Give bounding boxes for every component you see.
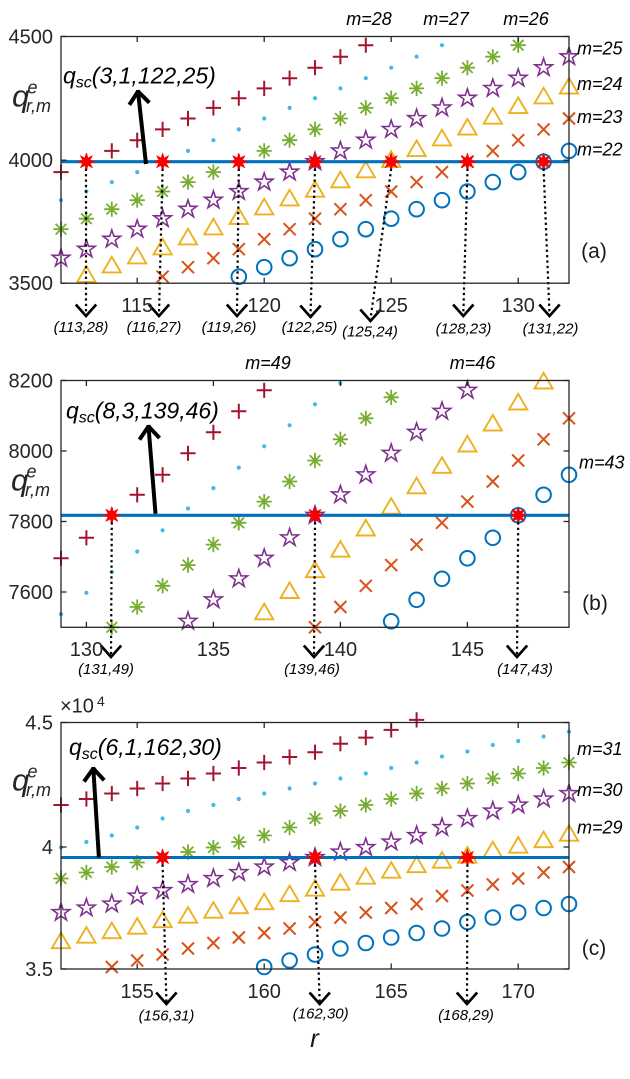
svg-text:(139,46): (139,46): [284, 661, 340, 678]
svg-text:m=46: m=46: [450, 353, 497, 373]
svg-text:m=26: m=26: [503, 9, 550, 29]
svg-text:r,m: r,m: [26, 780, 51, 800]
svg-text:4000: 4000: [9, 150, 54, 172]
svg-text:(a): (a): [581, 240, 607, 263]
svg-text:140: 140: [324, 639, 357, 661]
svg-text:qsc(6,1,162,30): qsc(6,1,162,30): [69, 734, 222, 763]
svg-text:3.5: 3.5: [25, 959, 53, 981]
svg-text:m=43: m=43: [579, 453, 625, 473]
svg-text:(b): (b): [582, 592, 608, 615]
svg-text:q: q: [11, 463, 29, 498]
svg-text:×10: ×10: [60, 696, 94, 718]
svg-text:(116,27): (116,27): [127, 319, 182, 336]
svg-text:8200: 8200: [9, 371, 54, 393]
svg-text:(113,28): (113,28): [54, 319, 109, 336]
svg-text:m=24: m=24: [577, 74, 623, 94]
svg-text:q: q: [12, 79, 30, 114]
svg-text:120: 120: [248, 295, 281, 317]
svg-text:m=28: m=28: [346, 9, 392, 29]
svg-text:3500: 3500: [9, 273, 54, 295]
svg-text:(128,23): (128,23): [436, 321, 492, 338]
svg-text:(168,29): (168,29): [438, 1007, 494, 1024]
svg-text:m=30: m=30: [577, 780, 623, 800]
svg-text:(156,31): (156,31): [139, 1008, 195, 1025]
svg-text:160: 160: [248, 981, 281, 1003]
svg-text:125: 125: [375, 295, 408, 317]
svg-text:m=49: m=49: [245, 353, 291, 373]
svg-text:(119,26): (119,26): [202, 319, 257, 336]
svg-text:170: 170: [502, 981, 535, 1003]
svg-text:(147,43): (147,43): [497, 661, 553, 678]
svg-text:m=25: m=25: [577, 38, 624, 58]
svg-text:155: 155: [121, 981, 154, 1003]
svg-text:(131,22): (131,22): [523, 321, 579, 338]
svg-text:q: q: [12, 763, 30, 798]
svg-text:4.5: 4.5: [25, 713, 53, 735]
svg-text:m=22: m=22: [577, 139, 623, 159]
svg-text:qsc(3,1,122,25): qsc(3,1,122,25): [63, 62, 216, 91]
svg-text:145: 145: [451, 639, 484, 661]
svg-text:m=23: m=23: [577, 107, 623, 127]
svg-text:165: 165: [375, 981, 408, 1003]
svg-text:(162,30): (162,30): [293, 1006, 349, 1023]
svg-text:(c): (c): [582, 937, 607, 960]
svg-text:m=31: m=31: [577, 739, 623, 759]
svg-text:4: 4: [97, 693, 105, 709]
svg-text:m=29: m=29: [577, 818, 623, 838]
svg-text:m=27: m=27: [423, 9, 470, 29]
svg-text:e: e: [28, 762, 38, 782]
svg-text:(131,49): (131,49): [78, 661, 134, 678]
svg-text:135: 135: [197, 639, 230, 661]
svg-text:r,m: r,m: [26, 96, 51, 116]
svg-text:7600: 7600: [9, 582, 54, 604]
svg-text:4: 4: [42, 837, 53, 859]
svg-text:(122,25): (122,25): [282, 319, 338, 336]
svg-text:r,m: r,m: [25, 480, 50, 500]
svg-text:qsc(8,3,139,46): qsc(8,3,139,46): [66, 397, 219, 426]
svg-text:115: 115: [121, 295, 153, 317]
svg-text:7800: 7800: [9, 512, 54, 534]
svg-text:r: r: [310, 1023, 320, 1053]
svg-text:e: e: [27, 462, 37, 482]
svg-text:8000: 8000: [9, 441, 54, 463]
svg-text:130: 130: [70, 639, 103, 661]
svg-text:e: e: [28, 78, 38, 98]
svg-text:130: 130: [502, 295, 535, 317]
svg-text:4500: 4500: [9, 27, 54, 49]
svg-text:(125,24): (125,24): [342, 324, 398, 341]
